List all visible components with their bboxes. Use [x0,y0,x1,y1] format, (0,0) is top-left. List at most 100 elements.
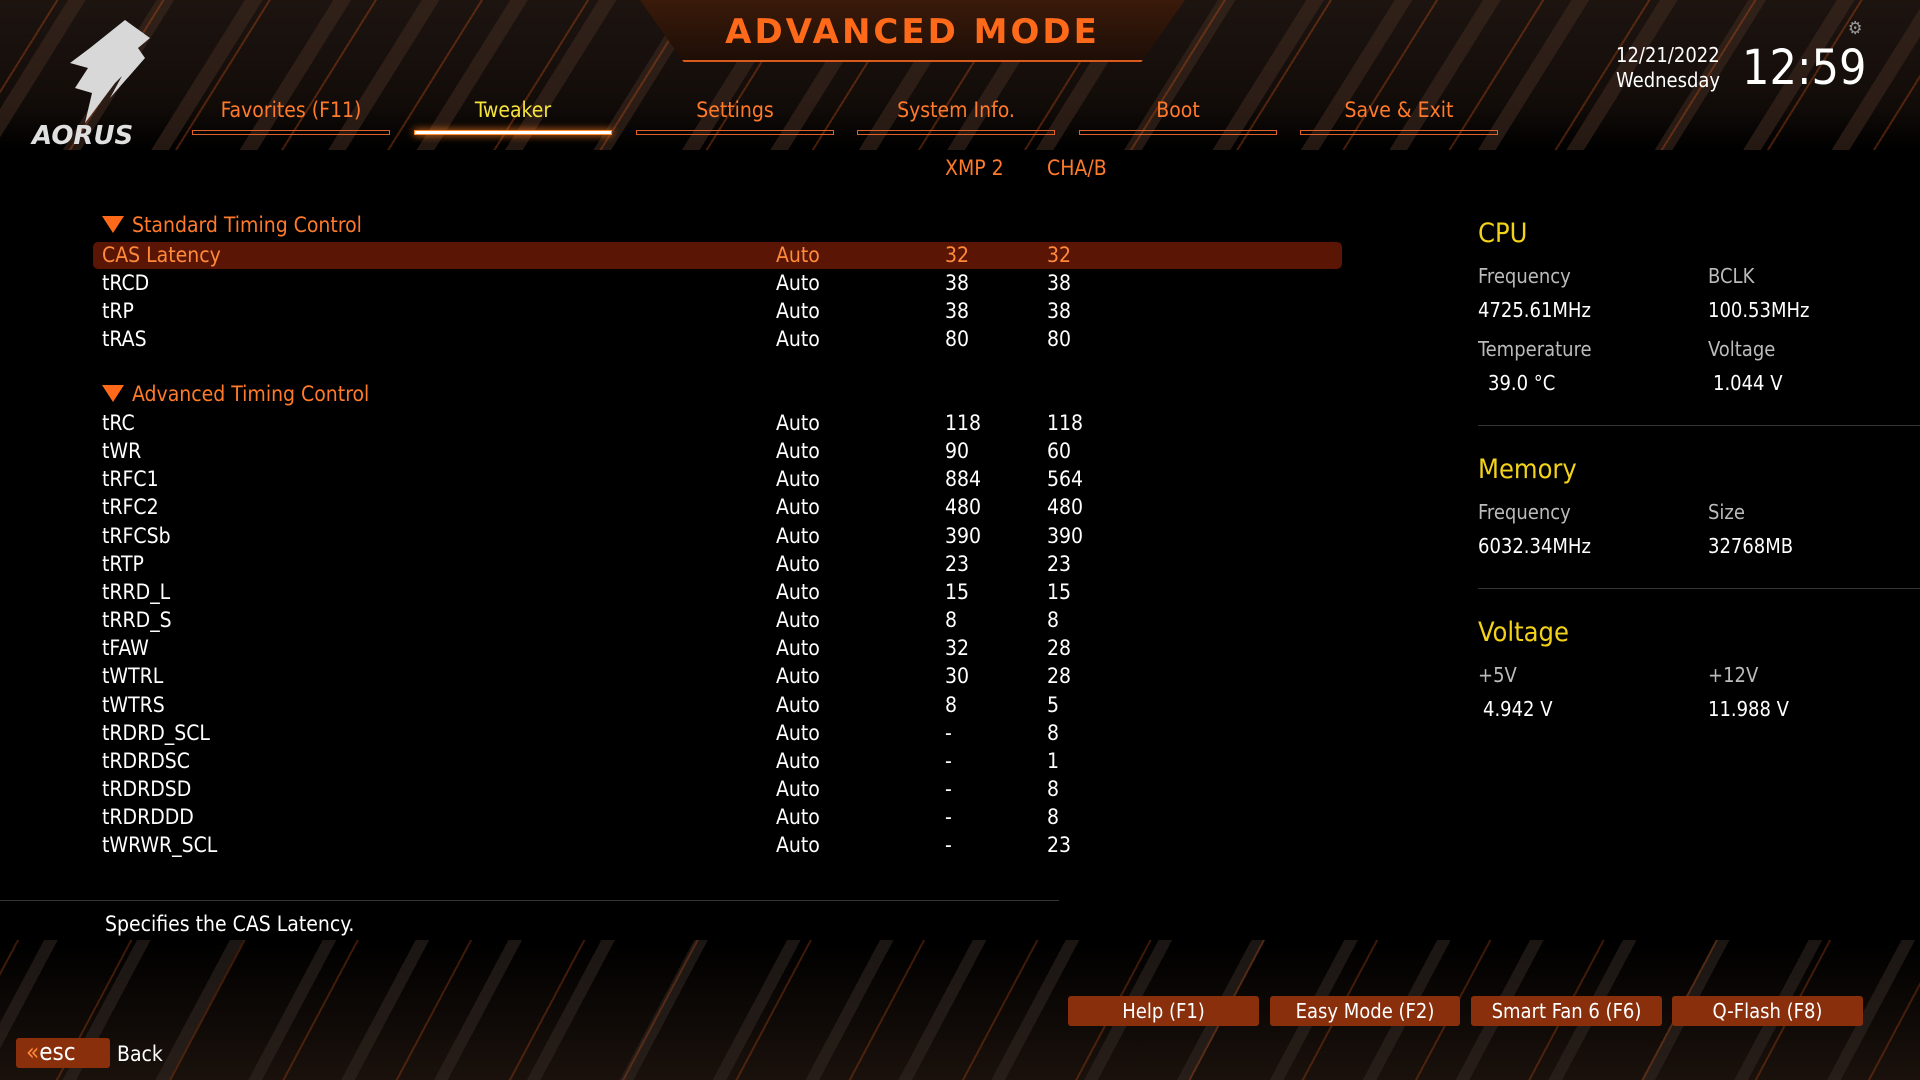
table-row[interactable]: tFAW Auto 32 28 [93,635,1342,662]
setting-value[interactable]: Auto [776,299,820,324]
tab-settings[interactable]: Settings [636,98,834,135]
tab-tweaker[interactable]: Tweaker [414,98,612,135]
setting-name: tRDRDSD [102,776,192,801]
xmp-value: 118 [945,411,982,435]
tab-underline [857,130,1055,135]
table-row[interactable]: tRFCSb Auto 390 390 [93,523,1342,550]
xmp-value: 90 [945,439,970,464]
tab-label: System Info. [897,98,1015,122]
xmp-value: - [945,720,952,745]
cha-value: 480 [1047,495,1084,520]
xmp-value: 30 [945,664,970,689]
cha-value: 28 [1047,636,1072,661]
setting-value[interactable]: Auto [776,467,820,492]
setting-value[interactable]: Auto [776,776,820,801]
table-row[interactable]: tWRWR_SCL Auto - 23 [93,832,1342,859]
setting-value[interactable]: Auto [776,692,820,717]
cha-value: 8 [1047,608,1060,633]
cha-value: 80 [1047,327,1072,352]
table-row[interactable]: tWR Auto 90 60 [93,438,1342,465]
weekday: Wednesday [1616,68,1721,92]
setting-value[interactable]: Auto [776,664,820,689]
table-row[interactable]: tRC Auto 118 118 [93,410,1342,437]
setting-name: tRP [102,299,134,324]
tab-system-info[interactable]: System Info. [857,98,1055,135]
setting-value[interactable]: Auto [776,636,820,661]
section-advanced-timing[interactable]: Advanced Timing Control [102,382,369,406]
cha-value: 118 [1047,411,1084,435]
esc-key-label: esc [39,1038,76,1066]
setting-value[interactable]: Auto [776,439,820,464]
table-row[interactable]: tRRD_S Auto 8 8 [93,607,1342,634]
tab-label: Favorites (F11) [220,98,362,122]
collapse-triangle-icon [102,216,124,233]
tab-underline [414,130,612,135]
q-flash-button[interactable]: Q-Flash (F8) [1672,996,1863,1026]
cha-value: 1 [1047,748,1060,773]
table-row[interactable]: tRRD_L Auto 15 15 [93,579,1342,606]
back-label[interactable]: Back [117,1042,163,1066]
cha-value: 38 [1047,271,1072,296]
cha-value: 28 [1047,664,1072,689]
setting-value[interactable]: Auto [776,551,820,576]
setting-name: tWR [102,439,142,464]
table-row[interactable]: tRDRDDD Auto - 8 [93,804,1342,831]
xmp-value: 8 [945,692,958,717]
table-row[interactable]: tRTP Auto 23 23 [93,551,1342,578]
setting-value[interactable]: Auto [776,523,820,548]
xmp-value: 32 [945,636,970,661]
setting-value[interactable]: Auto [776,495,820,520]
table-row[interactable]: tRFC2 Auto 480 480 [93,494,1342,521]
table-row[interactable]: CAS Latency Auto 32 32 [93,242,1342,269]
setting-value[interactable]: Auto [776,411,820,435]
tab-label: Save & Exit [1344,98,1454,122]
setting-value[interactable]: Auto [776,579,820,604]
12v-label: +12V [1708,663,1759,687]
setting-name: tRCD [102,271,150,296]
setting-value[interactable]: Auto [776,608,820,633]
xmp-value: - [945,776,952,801]
cpu-frequency-value: 4725.61MHz [1478,298,1591,322]
aorus-logo: AORUS [30,20,150,150]
esc-button[interactable]: «esc [16,1038,110,1068]
smart-fan-button[interactable]: Smart Fan 6 (F6) [1471,996,1662,1026]
cha-value: 32 [1047,243,1072,267]
table-row[interactable]: tRDRD_SCL Auto - 8 [93,720,1342,747]
tab-boot[interactable]: Boot [1079,98,1277,135]
table-row[interactable]: tRFC1 Auto 884 564 [93,466,1342,493]
memory-size-value: 32768MB [1708,534,1794,558]
setting-name: tRFC1 [102,467,159,492]
table-row[interactable]: tRDRDSD Auto - 8 [93,776,1342,803]
xmp-value: 15 [945,579,970,604]
setting-name: tRDRDDD [102,805,194,830]
setting-name: tWTRL [102,664,164,689]
setting-value[interactable]: Auto [776,327,820,352]
table-row[interactable]: tWTRL Auto 30 28 [93,663,1342,690]
tab-save-exit[interactable]: Save & Exit [1300,98,1498,135]
setting-value[interactable]: Auto [776,271,820,296]
svg-text:AORUS: AORUS [30,121,133,150]
xmp-value: 8 [945,608,958,633]
gear-icon[interactable]: ⚙ [1848,18,1863,39]
date: 12/21/2022 [1616,43,1720,67]
setting-name: tRRD_S [102,608,172,633]
setting-value[interactable]: Auto [776,720,820,745]
setting-name: CAS Latency [102,243,221,267]
setting-value[interactable]: Auto [776,805,820,830]
panel-divider [1478,425,1920,426]
section-standard-timing[interactable]: Standard Timing Control [102,213,362,237]
setting-value[interactable]: Auto [776,748,820,773]
cpu-frequency-label: Frequency [1478,264,1571,288]
cpu-heading: CPU [1478,218,1528,249]
table-row[interactable]: tWTRS Auto 8 5 [93,692,1342,719]
setting-value[interactable]: Auto [776,243,820,267]
5v-label: +5V [1478,663,1517,687]
table-row[interactable]: tRCD Auto 38 38 [93,270,1342,297]
easy-mode-button[interactable]: Easy Mode (F2) [1270,996,1460,1026]
tab-favorites-f11[interactable]: Favorites (F11) [192,98,390,135]
setting-value[interactable]: Auto [776,833,820,858]
table-row[interactable]: tRAS Auto 80 80 [93,326,1342,353]
table-row[interactable]: tRDRDSC Auto - 1 [93,748,1342,775]
help-button[interactable]: Help (F1) [1068,996,1259,1026]
table-row[interactable]: tRP Auto 38 38 [93,298,1342,325]
